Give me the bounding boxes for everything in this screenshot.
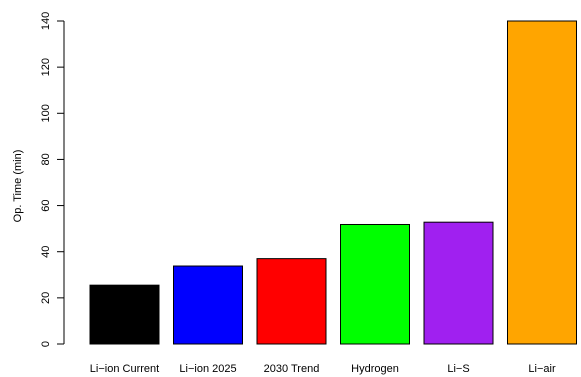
x-tick-label: Hydrogen bbox=[351, 363, 399, 375]
x-tick-label: Li−air bbox=[528, 363, 556, 375]
bar bbox=[173, 265, 243, 345]
y-tick-label: 0 bbox=[40, 341, 52, 347]
y-tick-label: 20 bbox=[40, 292, 52, 304]
bar bbox=[423, 221, 494, 345]
y-axis-label: Op. Time (min) bbox=[12, 150, 24, 223]
x-tick-label: 2030 Trend bbox=[264, 363, 320, 375]
bars bbox=[89, 20, 577, 345]
bar bbox=[340, 223, 410, 345]
y-tick-label: 60 bbox=[40, 199, 52, 211]
x-tick-label: Li−S bbox=[447, 363, 469, 375]
y-axis: 0 20 40 60 80 100 120 140 bbox=[40, 12, 65, 347]
bar bbox=[89, 284, 160, 345]
bar bbox=[256, 258, 327, 345]
x-axis-labels: Li−ion Current Li−ion 2025 2030 Trend Hydro… bbox=[90, 363, 556, 375]
y-tick-label: 140 bbox=[40, 12, 52, 30]
bar bbox=[507, 20, 577, 345]
y-tick-label: 120 bbox=[40, 58, 52, 76]
y-tick-label: 40 bbox=[40, 246, 52, 258]
x-tick-label: Li−ion 2025 bbox=[179, 363, 236, 375]
y-tick-label: 80 bbox=[40, 153, 52, 165]
y-tick-label: 100 bbox=[40, 104, 52, 122]
x-tick-label: Li−ion Current bbox=[90, 363, 159, 375]
